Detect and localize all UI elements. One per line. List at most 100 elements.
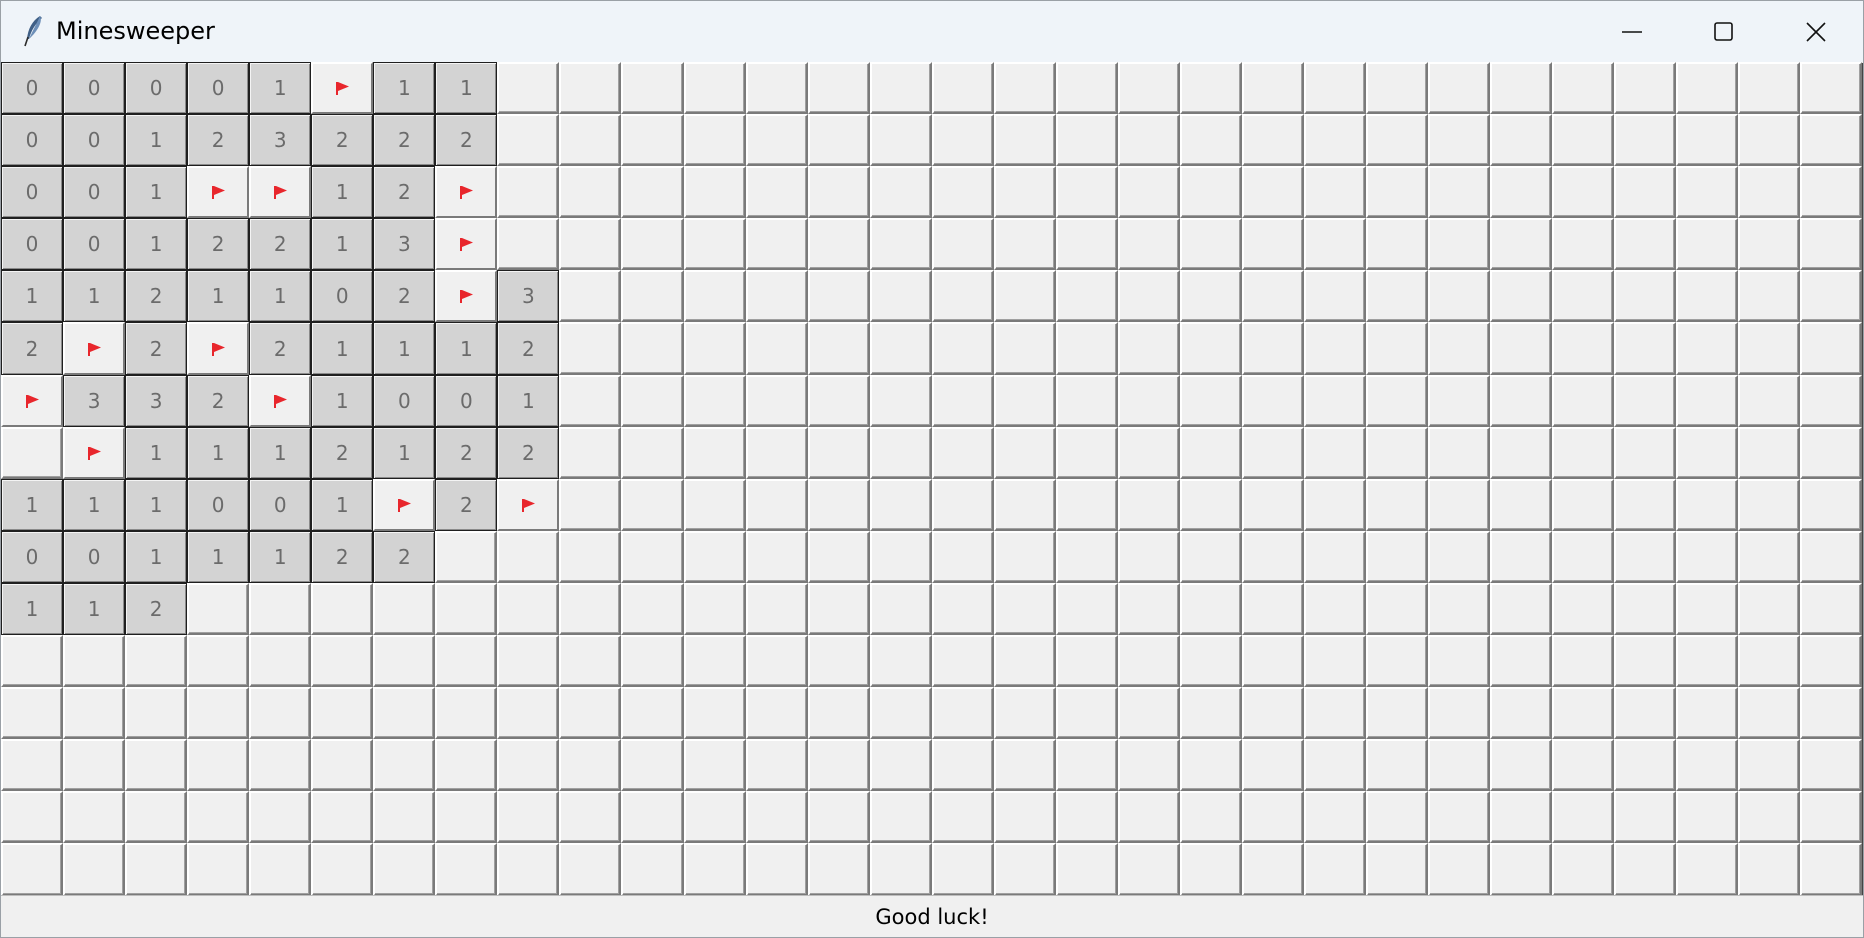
covered-cell[interactable] bbox=[931, 530, 994, 583]
covered-cell[interactable] bbox=[745, 270, 808, 323]
covered-cell[interactable] bbox=[1179, 791, 1242, 844]
covered-cell[interactable] bbox=[559, 530, 622, 583]
flagged-cell[interactable] bbox=[63, 322, 126, 375]
revealed-cell[interactable]: 1 bbox=[249, 62, 312, 115]
covered-cell[interactable] bbox=[435, 739, 498, 792]
covered-cell[interactable] bbox=[931, 426, 994, 479]
covered-cell[interactable] bbox=[1428, 582, 1491, 636]
covered-cell[interactable] bbox=[1552, 687, 1615, 740]
covered-cell[interactable] bbox=[683, 322, 746, 375]
covered-cell[interactable] bbox=[1303, 114, 1367, 167]
covered-cell[interactable] bbox=[1241, 374, 1304, 427]
covered-cell[interactable] bbox=[931, 635, 994, 688]
covered-cell[interactable] bbox=[683, 582, 746, 636]
covered-cell[interactable] bbox=[1303, 843, 1367, 896]
covered-cell[interactable] bbox=[1055, 582, 1118, 636]
covered-cell[interactable] bbox=[1241, 426, 1304, 479]
covered-cell[interactable] bbox=[869, 374, 932, 427]
covered-cell[interactable] bbox=[931, 270, 994, 323]
covered-cell[interactable] bbox=[993, 739, 1056, 792]
covered-cell[interactable] bbox=[869, 739, 932, 792]
covered-cell[interactable] bbox=[1179, 270, 1242, 323]
covered-cell[interactable] bbox=[1366, 843, 1429, 896]
covered-cell[interactable] bbox=[1552, 635, 1615, 688]
covered-cell[interactable] bbox=[1490, 166, 1553, 219]
covered-cell[interactable] bbox=[1800, 791, 1863, 844]
covered-cell[interactable] bbox=[621, 739, 684, 792]
revealed-cell[interactable]: 0 bbox=[187, 478, 250, 531]
covered-cell[interactable] bbox=[373, 582, 436, 636]
revealed-cell[interactable]: 1 bbox=[125, 426, 188, 479]
covered-cell[interactable] bbox=[1552, 322, 1615, 375]
covered-cell[interactable] bbox=[1179, 166, 1242, 219]
covered-cell[interactable] bbox=[1614, 322, 1677, 375]
covered-cell[interactable] bbox=[1490, 739, 1553, 792]
covered-cell[interactable] bbox=[435, 791, 498, 844]
revealed-cell[interactable]: 0 bbox=[311, 270, 374, 323]
covered-cell[interactable] bbox=[1179, 374, 1242, 427]
covered-cell[interactable] bbox=[187, 843, 250, 896]
revealed-cell[interactable]: 2 bbox=[311, 426, 374, 479]
covered-cell[interactable] bbox=[869, 270, 932, 323]
covered-cell[interactable] bbox=[1738, 166, 1801, 219]
covered-cell[interactable] bbox=[869, 218, 932, 271]
covered-cell[interactable] bbox=[1366, 582, 1429, 636]
covered-cell[interactable] bbox=[249, 791, 312, 844]
covered-cell[interactable] bbox=[621, 270, 684, 323]
covered-cell[interactable] bbox=[1428, 687, 1491, 740]
covered-cell[interactable] bbox=[931, 62, 994, 115]
covered-cell[interactable] bbox=[1428, 218, 1491, 271]
covered-cell[interactable] bbox=[1552, 426, 1615, 479]
covered-cell[interactable] bbox=[1800, 270, 1863, 323]
covered-cell[interactable] bbox=[1303, 530, 1367, 583]
revealed-cell[interactable]: 0 bbox=[1, 62, 64, 115]
covered-cell[interactable] bbox=[1241, 62, 1304, 115]
covered-cell[interactable] bbox=[1614, 374, 1677, 427]
covered-cell[interactable] bbox=[931, 478, 994, 531]
covered-cell[interactable] bbox=[1, 791, 64, 844]
covered-cell[interactable] bbox=[1179, 739, 1242, 792]
covered-cell[interactable] bbox=[621, 582, 684, 636]
revealed-cell[interactable]: 1 bbox=[1, 478, 64, 531]
covered-cell[interactable] bbox=[683, 218, 746, 271]
covered-cell[interactable] bbox=[497, 582, 560, 636]
covered-cell[interactable] bbox=[1676, 114, 1739, 167]
covered-cell[interactable] bbox=[807, 635, 870, 688]
close-button[interactable] bbox=[1770, 1, 1862, 62]
revealed-cell[interactable]: 0 bbox=[1, 114, 64, 167]
covered-cell[interactable] bbox=[931, 791, 994, 844]
covered-cell[interactable] bbox=[931, 739, 994, 792]
covered-cell[interactable] bbox=[1800, 114, 1863, 167]
covered-cell[interactable] bbox=[683, 843, 746, 896]
covered-cell[interactable] bbox=[931, 843, 994, 896]
covered-cell[interactable] bbox=[993, 218, 1056, 271]
covered-cell[interactable] bbox=[1428, 114, 1491, 167]
covered-cell[interactable] bbox=[1738, 687, 1801, 740]
covered-cell[interactable] bbox=[187, 739, 250, 792]
covered-cell[interactable] bbox=[1055, 166, 1118, 219]
covered-cell[interactable] bbox=[1241, 635, 1304, 688]
covered-cell[interactable] bbox=[1055, 218, 1118, 271]
covered-cell[interactable] bbox=[559, 582, 622, 636]
covered-cell[interactable] bbox=[1303, 478, 1367, 531]
revealed-cell[interactable]: 2 bbox=[187, 374, 250, 427]
revealed-cell[interactable]: 0 bbox=[435, 374, 498, 427]
covered-cell[interactable] bbox=[1428, 322, 1491, 375]
covered-cell[interactable] bbox=[1738, 270, 1801, 323]
covered-cell[interactable] bbox=[1179, 635, 1242, 688]
covered-cell[interactable] bbox=[1738, 582, 1801, 636]
covered-cell[interactable] bbox=[1428, 426, 1491, 479]
covered-cell[interactable] bbox=[249, 687, 312, 740]
revealed-cell[interactable]: 1 bbox=[311, 218, 374, 271]
covered-cell[interactable] bbox=[807, 114, 870, 167]
covered-cell[interactable] bbox=[869, 687, 932, 740]
covered-cell[interactable] bbox=[1241, 582, 1304, 636]
revealed-cell[interactable]: 2 bbox=[435, 478, 498, 531]
covered-cell[interactable] bbox=[559, 478, 622, 531]
covered-cell[interactable] bbox=[683, 426, 746, 479]
revealed-cell[interactable]: 2 bbox=[373, 114, 436, 167]
covered-cell[interactable] bbox=[993, 791, 1056, 844]
covered-cell[interactable] bbox=[373, 635, 436, 688]
covered-cell[interactable] bbox=[373, 687, 436, 740]
covered-cell[interactable] bbox=[621, 374, 684, 427]
